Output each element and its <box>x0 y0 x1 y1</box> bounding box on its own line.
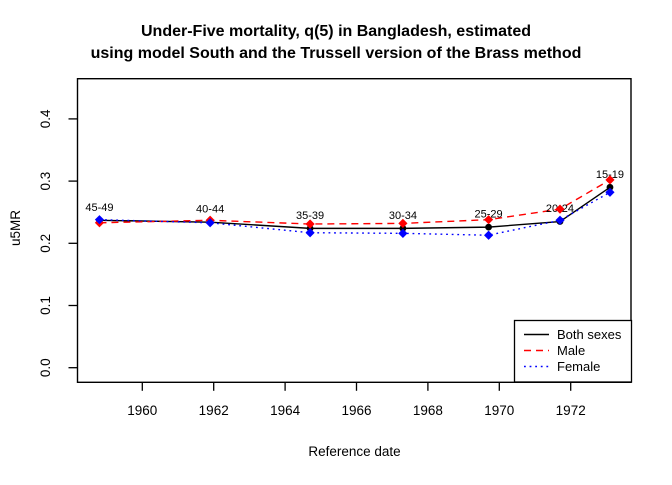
data-point-male <box>605 175 615 185</box>
x-axis: 1960 1962 1964 1966 1968 1970 1972 <box>127 382 586 418</box>
legend-label: Female <box>557 359 600 374</box>
y-axis-title: u5MR <box>8 210 23 246</box>
data-point-male <box>483 215 494 225</box>
age-group-label: 15-19 <box>596 169 624 181</box>
data-point-female <box>205 218 215 228</box>
legend-box <box>513 319 633 383</box>
y-tick-label: 0.0 <box>38 358 53 377</box>
x-tick-label: 1964 <box>270 403 301 418</box>
data-point-male <box>555 204 565 214</box>
age-group-label: 30-34 <box>389 210 417 222</box>
plot-area-border <box>76 77 632 384</box>
data-point-female <box>483 230 494 240</box>
x-tick-label: 1970 <box>484 403 514 418</box>
data-point-both-sexes <box>399 224 407 232</box>
x-tick-label: 1972 <box>556 403 586 418</box>
y-tick-label: 0.4 <box>38 109 53 128</box>
chart-title-line2: using model South and the Trussell versi… <box>91 45 582 62</box>
data-point-female <box>605 187 615 197</box>
age-group-label: 35-39 <box>296 210 324 222</box>
series-line-male <box>99 179 611 225</box>
y-tick-label: 0.3 <box>38 172 53 191</box>
data-point-male <box>305 219 315 229</box>
data-point-female <box>398 228 408 238</box>
legend-label: Male <box>557 343 585 358</box>
data-point-male <box>398 218 408 228</box>
series-lines-layer <box>99 179 611 236</box>
age-group-label: 25-29 <box>475 209 503 221</box>
y-tick-label: 0.2 <box>38 234 53 253</box>
data-point-female <box>555 215 565 225</box>
data-point-female <box>305 228 315 238</box>
series-line-both-sexes <box>99 186 611 230</box>
x-tick-label: 1968 <box>413 403 443 418</box>
legend-label: Both sexes <box>557 327 622 342</box>
series-points-layer <box>94 175 615 240</box>
x-tick-label: 1966 <box>341 403 371 418</box>
x-tick-label: 1960 <box>127 403 157 418</box>
x-tick-label: 1962 <box>199 403 229 418</box>
data-point-both-sexes <box>606 183 614 191</box>
age-group-label: 45-49 <box>85 202 113 214</box>
data-point-both-sexes <box>485 223 492 231</box>
age-group-label: 40-44 <box>196 204 224 216</box>
y-tick-label: 0.1 <box>38 296 53 315</box>
chart-title-line1: Under-Five mortality, q(5) in Bangladesh… <box>141 23 531 40</box>
data-point-female <box>94 215 105 225</box>
y-axis: 0.0 0.1 0.2 0.3 0.4 <box>38 109 78 377</box>
x-axis-title: Reference date <box>308 444 400 459</box>
